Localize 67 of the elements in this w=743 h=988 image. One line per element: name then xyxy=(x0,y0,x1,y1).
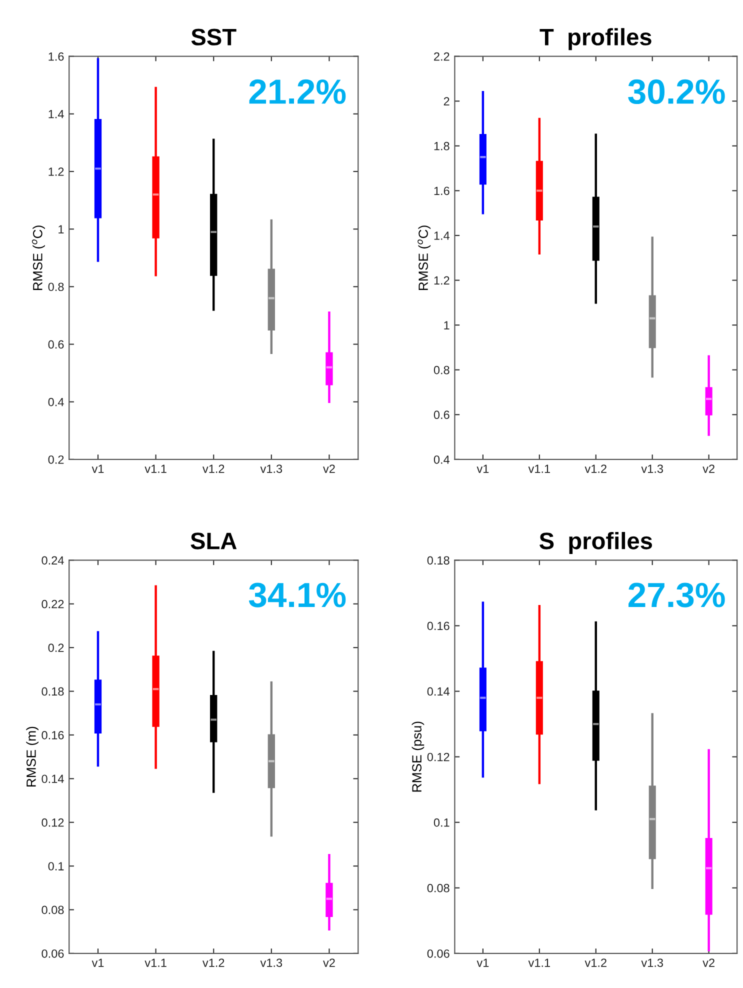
x-tick-label: v1.3 xyxy=(641,464,663,473)
x-tick-label: v1 xyxy=(92,958,104,967)
annotation: 27.3% xyxy=(628,582,725,608)
annotation: 34.1% xyxy=(248,582,346,608)
y-tick-label: 0.8 xyxy=(434,366,450,374)
x-tick-label: v1.1 xyxy=(144,958,166,967)
chart-title: T profiles xyxy=(540,28,652,50)
y-tick-label: 0.24 xyxy=(42,556,64,565)
y-tick-label: 0.16 xyxy=(427,622,450,630)
annotation: 30.2% xyxy=(628,79,725,104)
x-tick-label: v2 xyxy=(702,464,714,473)
x-tick-label: v1.3 xyxy=(260,958,282,967)
x-tick-label: v1 xyxy=(476,464,489,473)
y-tick-label: 1.4 xyxy=(48,110,64,118)
x-tick-label: v2 xyxy=(323,464,335,473)
y-tick-label: 0.16 xyxy=(42,730,64,740)
y-axis-title: RMSE ($^{o}$C) xyxy=(32,226,45,290)
y-tick-label: 1.2 xyxy=(434,276,450,285)
y-tick-label: 0.22 xyxy=(42,600,64,608)
y-tick-label: 0.08 xyxy=(427,884,450,892)
chart-title: SLA xyxy=(190,532,237,550)
y-tick-label: 2 xyxy=(444,97,450,106)
y-tick-label: 1.2 xyxy=(48,168,64,176)
x-tick-label: v1.1 xyxy=(528,464,550,473)
y-axis-title: RMSE ($^{o}$C) xyxy=(418,226,431,290)
chart-title: SST xyxy=(191,28,236,46)
y-tick-label: 1 xyxy=(58,225,64,234)
y-tick-label: 0.2 xyxy=(48,644,64,652)
y-tick-label: 2.2 xyxy=(434,52,450,61)
y-tick-label: 0.1 xyxy=(48,862,64,870)
y-tick-label: 0.14 xyxy=(427,687,450,696)
y-axis-title: RMSE (psu) xyxy=(412,722,424,792)
y-tick-label: 0.6 xyxy=(434,410,450,420)
x-tick-label: v2 xyxy=(323,958,335,967)
y-tick-label: 0.14 xyxy=(42,774,64,784)
y-tick-label: 0.18 xyxy=(42,687,64,696)
y-tick-label: 0.18 xyxy=(427,556,450,565)
y-tick-label: 0.12 xyxy=(42,818,64,827)
x-tick-label: v1.1 xyxy=(144,464,166,473)
y-tick-label: 0.6 xyxy=(48,340,64,349)
x-tick-label: v2 xyxy=(702,958,714,967)
y-axis-title: RMSE (m) xyxy=(26,726,38,787)
y-tick-label: 1.6 xyxy=(48,52,64,61)
chart-title: S profiles xyxy=(539,532,652,554)
x-tick-label: v1.2 xyxy=(202,958,224,967)
x-tick-label: v1.1 xyxy=(528,958,550,967)
y-tick-label: 0.06 xyxy=(427,949,450,958)
x-tick-label: v1.3 xyxy=(260,464,282,473)
y-tick-label: 1 xyxy=(444,321,450,330)
x-tick-label: v1.2 xyxy=(584,464,606,473)
x-tick-label: v1.2 xyxy=(584,958,606,967)
y-tick-label: 0.4 xyxy=(48,398,64,406)
y-tick-label: 0.1 xyxy=(434,818,450,827)
y-tick-label: 0.8 xyxy=(48,282,64,292)
y-tick-label: 0.12 xyxy=(427,752,450,762)
y-tick-label: 0.06 xyxy=(42,949,64,958)
y-tick-label: 1.6 xyxy=(434,186,450,196)
y-tick-label: 1.8 xyxy=(434,142,450,150)
y-tick-label: 1.4 xyxy=(434,232,450,240)
annotation: 21.2% xyxy=(249,79,346,104)
x-tick-label: v1 xyxy=(476,958,489,967)
y-tick-label: 0.08 xyxy=(42,906,64,914)
x-tick-label: v1.3 xyxy=(641,958,663,967)
y-tick-label: 0.2 xyxy=(48,455,64,464)
y-tick-label: 0.4 xyxy=(434,455,450,464)
x-tick-label: v1.2 xyxy=(202,464,224,473)
x-tick-label: v1 xyxy=(92,464,104,473)
